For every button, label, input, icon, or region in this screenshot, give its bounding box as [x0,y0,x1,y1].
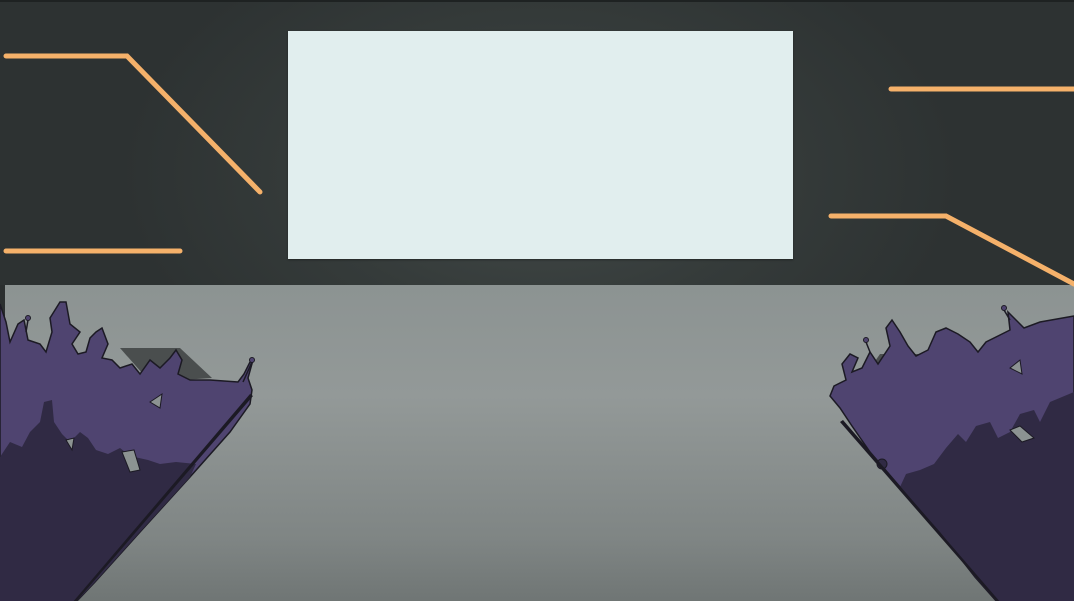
crowd-right-antenna [865,341,871,353]
crowd-left-antenna-tip [249,357,255,363]
crowd-right-gap [1009,425,1035,443]
crowd-left-antenna-tip [25,315,31,321]
projection-screen [288,31,793,259]
crowd-right-gap [1009,359,1023,375]
neon-line-mid-right [828,213,1074,287]
crowd-left-gap [149,392,163,409]
crowd-left-antenna [242,361,253,383]
crowd-right-antenna-tip [863,337,869,343]
crowd-left-back [0,400,196,601]
crowd-left-gap [65,437,75,452]
crowd-right-antenna [1003,309,1011,321]
neon-line-top-left [3,53,263,195]
crowd-right-back [900,392,1074,601]
crowd-right [829,305,1074,601]
crowd-left-edge-line [73,394,253,601]
crowd-right-edge-line [840,420,1000,601]
crowd-left-gap [121,449,141,473]
crowd-right-antenna-tip [1001,305,1007,311]
crowd-left-antenna [25,319,29,333]
crowd-left [0,301,255,601]
